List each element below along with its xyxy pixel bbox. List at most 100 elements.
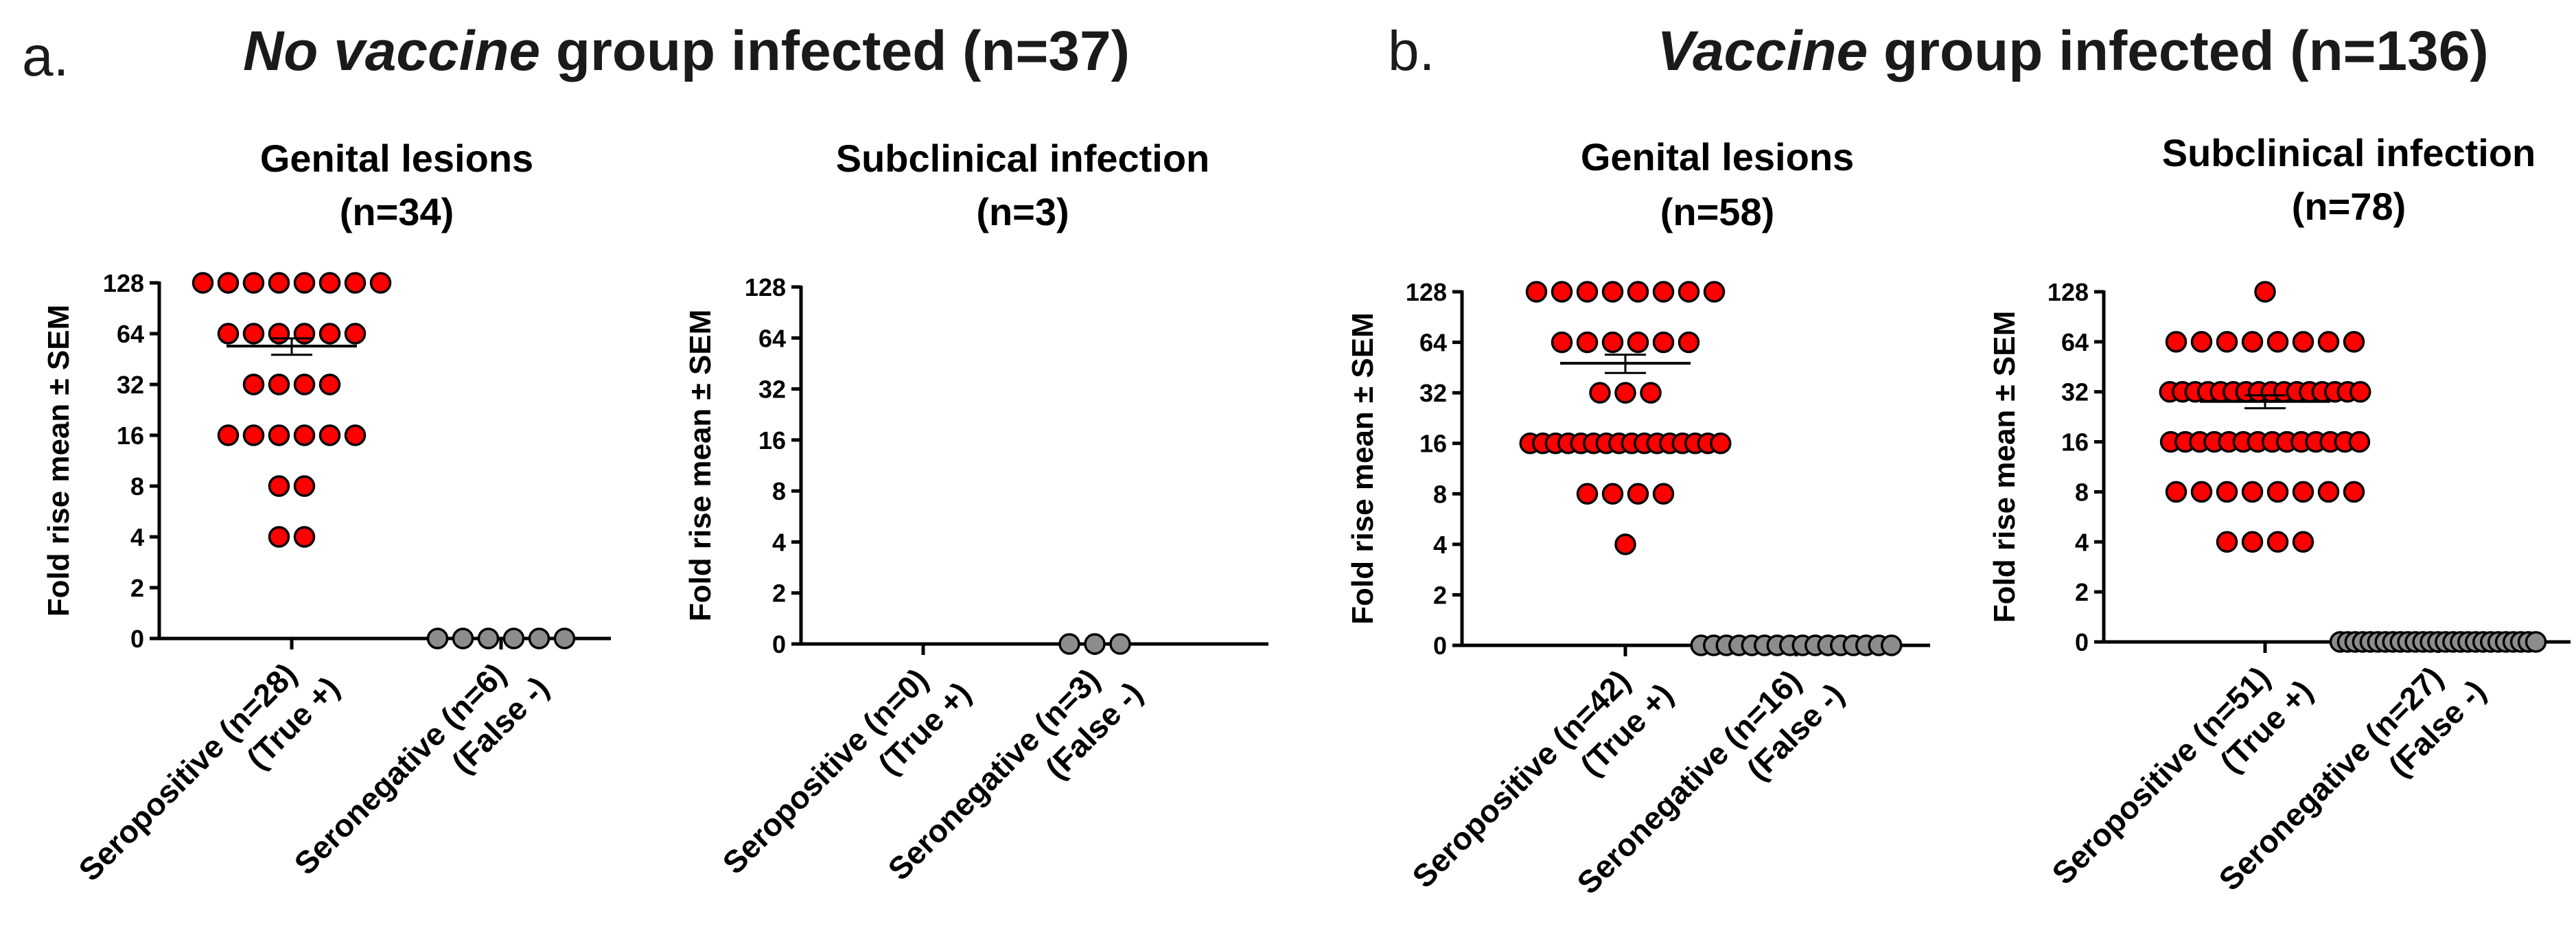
- y-tick-label: 4: [772, 528, 786, 556]
- data-point: [242, 424, 265, 446]
- data-point: [1678, 281, 1700, 303]
- data-point: [1109, 633, 1131, 655]
- data-point: [268, 373, 290, 395]
- data-point: [293, 475, 316, 497]
- data-point: [426, 628, 449, 649]
- data-point: [242, 323, 265, 345]
- y-tick-label: 128: [1406, 278, 1447, 306]
- y-tick-label: 16: [758, 426, 786, 454]
- y-tick-label: 8: [772, 477, 786, 505]
- data-point: [2266, 531, 2289, 553]
- data-point: [1601, 331, 1624, 354]
- panel-letter-b: b.: [1388, 20, 1435, 82]
- data-point: [1652, 483, 1675, 505]
- data-point: [2525, 631, 2547, 653]
- data-point: [1589, 382, 1611, 404]
- y-axis-label: Fold rise mean ± SEM: [1988, 311, 2021, 623]
- data-point: [452, 628, 474, 649]
- y-tick-label: 4: [130, 523, 144, 551]
- panel-title-line: Subclinical infection: [2162, 131, 2536, 174]
- data-point: [2349, 380, 2371, 403]
- group-title-a-rest: group infected (n=37): [540, 20, 1130, 82]
- data-point: [344, 424, 367, 446]
- data-point: [2241, 531, 2264, 553]
- y-tick-label: 0: [130, 625, 144, 653]
- data-point: [1678, 331, 1700, 354]
- panel-letter-a: a.: [22, 25, 69, 88]
- data-point: [318, 373, 341, 395]
- data-point: [217, 272, 240, 294]
- data-point: [293, 272, 316, 294]
- data-point: [2254, 281, 2276, 303]
- y-tick-label: 32: [2061, 378, 2089, 406]
- data-point: [2216, 531, 2238, 553]
- data-point: [1652, 331, 1675, 354]
- data-point: [1601, 483, 1624, 505]
- data-point: [2216, 481, 2238, 503]
- data-point: [344, 323, 367, 345]
- data-point: [2348, 430, 2371, 453]
- data-point: [528, 628, 550, 649]
- data-point: [2241, 331, 2264, 353]
- y-tick-label: 4: [2075, 528, 2089, 556]
- y-tick-label: 64: [117, 320, 144, 348]
- data-point: [1084, 633, 1106, 655]
- data-point: [2165, 481, 2188, 503]
- y-tick-label: 0: [1433, 632, 1447, 660]
- data-point: [318, 424, 341, 446]
- data-point: [1710, 432, 1732, 454]
- data-point: [268, 323, 290, 345]
- group-title-a-italic: No vaccine: [243, 20, 540, 82]
- data-point: [2292, 531, 2314, 553]
- data-point: [242, 373, 265, 395]
- data-point: [2266, 481, 2289, 503]
- data-point: [1551, 331, 1573, 354]
- data-point: [2190, 481, 2213, 503]
- y-tick-label: 2: [772, 579, 786, 608]
- x-category-label: Seropositive (n=0)(True +): [715, 647, 977, 909]
- data-point: [1627, 331, 1649, 354]
- data-point: [477, 628, 500, 649]
- data-point: [2292, 481, 2314, 503]
- chart-panel-2: Subclinical infection (n=3) Fold rise mean…: [684, 137, 1268, 909]
- data-point: [1627, 281, 1649, 303]
- group-title-b-rest: group infected (n=136): [1868, 20, 2488, 82]
- data-point: [217, 323, 240, 345]
- y-tick-label: 8: [1433, 480, 1447, 508]
- data-point: [2216, 331, 2238, 353]
- group-title-a: No vaccine group infected (n=37): [243, 20, 1130, 82]
- data-point: [1576, 483, 1599, 505]
- data-point: [192, 272, 214, 294]
- data-point: [293, 526, 316, 548]
- y-tick-label: 32: [758, 376, 786, 404]
- data-point: [502, 628, 525, 649]
- y-tick-label: 32: [117, 371, 144, 399]
- panel-title-line: Genital lesions: [260, 137, 533, 180]
- data-point: [242, 272, 265, 294]
- data-point: [1551, 281, 1573, 303]
- data-point: [369, 272, 392, 294]
- group-title-b-italic: Vaccine: [1657, 20, 1868, 82]
- panel-title-line: (n=3): [976, 190, 1069, 233]
- group-title-b: Vaccine group infected (n=136): [1657, 20, 2488, 82]
- data-point: [1614, 382, 1636, 404]
- y-tick-label: 128: [103, 269, 144, 297]
- data-point: [268, 475, 290, 497]
- data-point: [2317, 331, 2340, 353]
- y-tick-label: 64: [1419, 329, 1447, 357]
- data-point: [2241, 481, 2264, 503]
- y-axis-label: Fold rise mean ± SEM: [42, 305, 76, 617]
- data-point: [2343, 331, 2365, 353]
- y-tick-label: 128: [745, 273, 786, 301]
- data-point: [293, 323, 316, 345]
- y-tick-label: 32: [1419, 379, 1447, 407]
- data-point: [1652, 281, 1675, 303]
- y-tick-label: 16: [117, 422, 144, 450]
- panel-title-line: (n=34): [340, 190, 454, 233]
- data-point: [2343, 481, 2365, 503]
- data-point: [344, 272, 367, 294]
- panel-title-line: Subclinical infection: [836, 137, 1210, 180]
- y-tick-label: 16: [1419, 430, 1447, 458]
- y-tick-label: 16: [2061, 428, 2089, 457]
